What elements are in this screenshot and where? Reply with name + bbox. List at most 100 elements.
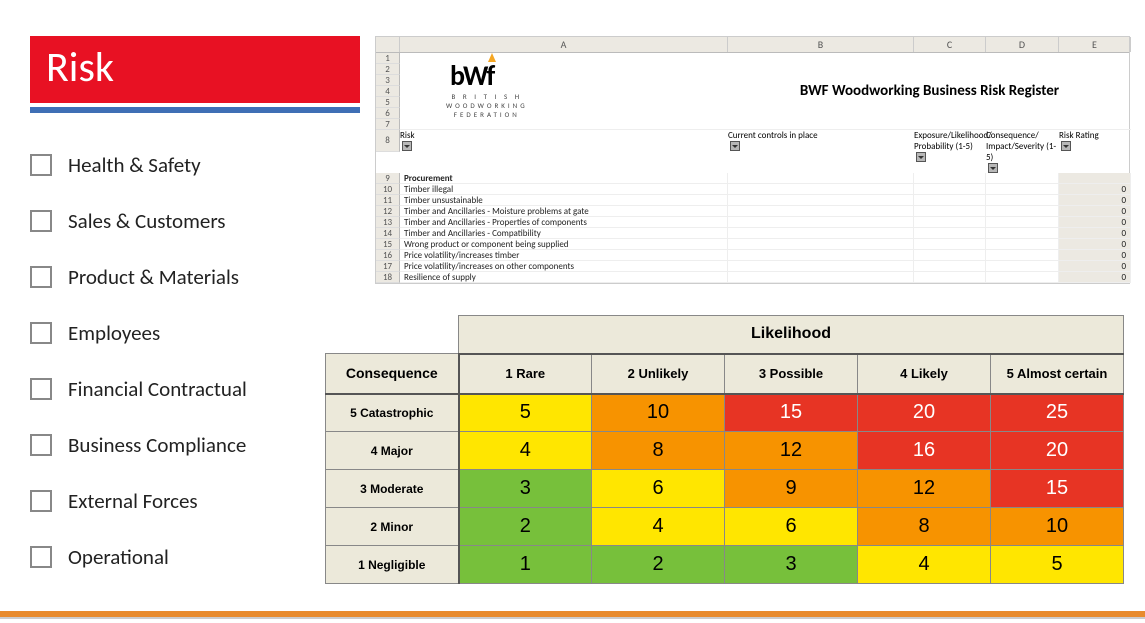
checklist-item[interactable]: Health & Safety bbox=[30, 137, 360, 193]
checklist-item[interactable]: Financial Contractual bbox=[30, 361, 360, 417]
empty-cell bbox=[728, 239, 914, 250]
checklist-label: Employees bbox=[68, 320, 160, 346]
empty-cell bbox=[728, 228, 914, 239]
empty-cell bbox=[986, 184, 1059, 195]
footer-bar bbox=[0, 609, 1145, 619]
checklist: Health & SafetySales & Customers Product … bbox=[30, 137, 360, 585]
checkbox-icon[interactable] bbox=[30, 434, 52, 456]
empty-cell bbox=[728, 195, 914, 206]
empty-cell bbox=[914, 228, 986, 239]
matrix-cell: 3 bbox=[459, 470, 592, 508]
matrix-cell: 6 bbox=[725, 508, 858, 546]
logo-subtext: B R I T I S H WOODWORKING FEDERATION bbox=[446, 93, 528, 119]
filter-icon[interactable] bbox=[916, 152, 926, 162]
checkbox-icon[interactable] bbox=[30, 266, 52, 288]
matrix-cell: 4 bbox=[592, 508, 725, 546]
empty-cell bbox=[728, 184, 914, 195]
col-letter: A bbox=[400, 37, 728, 52]
matrix-cell: 12 bbox=[858, 470, 991, 508]
checklist-label: Business Compliance bbox=[68, 432, 246, 458]
risk-cell: Timber unsustainable bbox=[400, 195, 728, 206]
page-title: Risk bbox=[30, 36, 360, 107]
checkbox-icon[interactable] bbox=[30, 378, 52, 400]
risk-cell: Procurement bbox=[400, 173, 728, 184]
row-number: 16 bbox=[376, 250, 400, 261]
matrix-cell: 25 bbox=[991, 394, 1124, 432]
rating-cell: 0 bbox=[1059, 239, 1131, 250]
rating-cell: 0 bbox=[1059, 250, 1131, 261]
row-number: 4 bbox=[376, 86, 400, 97]
matrix-col-header: 3 Possible bbox=[725, 354, 858, 394]
checklist-item[interactable]: Operational bbox=[30, 529, 360, 585]
matrix-cell: 9 bbox=[725, 470, 858, 508]
col-letter: B bbox=[728, 37, 914, 52]
matrix-cell: 15 bbox=[991, 470, 1124, 508]
checklist-label: Financial Contractual bbox=[68, 376, 247, 402]
sheet-column-letters: A B C D E bbox=[376, 37, 1129, 53]
row-number: 12 bbox=[376, 206, 400, 217]
checklist-label: Product & Materials bbox=[68, 264, 239, 290]
checkbox-icon[interactable] bbox=[30, 546, 52, 568]
matrix-cell: 20 bbox=[858, 394, 991, 432]
column-header-likelihood: Exposure/Likelihood/ Probability (1-5) bbox=[914, 130, 986, 173]
checkbox-icon[interactable] bbox=[30, 154, 52, 176]
row-number: 3 bbox=[376, 75, 400, 86]
matrix-cell: 10 bbox=[592, 394, 725, 432]
checklist-item[interactable]: Product & Materials bbox=[30, 249, 360, 305]
empty-cell bbox=[728, 250, 914, 261]
rating-cell: 0 bbox=[1059, 272, 1131, 283]
col-letter: C bbox=[914, 37, 986, 52]
rating-cell bbox=[1059, 173, 1131, 184]
matrix-col-header: 5 Almost certain bbox=[991, 354, 1124, 394]
matrix-row-header: 2 Minor bbox=[326, 508, 459, 546]
row-number: 2 bbox=[376, 64, 400, 75]
checklist-item[interactable]: Employees bbox=[30, 305, 360, 361]
filter-icon[interactable] bbox=[402, 141, 412, 151]
filter-icon[interactable] bbox=[1061, 141, 1071, 151]
matrix-cell: 15 bbox=[725, 394, 858, 432]
checklist-item[interactable]: Business Compliance bbox=[30, 417, 360, 473]
column-header-controls: Current controls in place bbox=[728, 130, 914, 173]
bwf-logo: bWf B R I T I S H WOODWORKING FEDERATION bbox=[400, 53, 728, 130]
matrix-cell: 1 bbox=[459, 546, 592, 584]
empty-cell bbox=[728, 272, 914, 283]
row-number: 13 bbox=[376, 217, 400, 228]
empty-cell bbox=[986, 217, 1059, 228]
matrix-row-header: 4 Major bbox=[326, 432, 459, 470]
title-underline bbox=[30, 107, 360, 113]
row-number: 5 bbox=[376, 97, 400, 108]
logo-main: bWf bbox=[450, 58, 493, 93]
checkbox-icon[interactable] bbox=[30, 490, 52, 512]
matrix-spacer bbox=[326, 316, 459, 354]
slide: Risk Health & SafetySales & Customers Pro… bbox=[0, 0, 1145, 623]
matrix-row-header: 3 Moderate bbox=[326, 470, 459, 508]
matrix-cell: 6 bbox=[592, 470, 725, 508]
row-number: 14 bbox=[376, 228, 400, 239]
checkbox-icon[interactable] bbox=[30, 210, 52, 232]
checkbox-icon[interactable] bbox=[30, 322, 52, 344]
empty-cell bbox=[986, 239, 1059, 250]
empty-cell bbox=[914, 272, 986, 283]
row-number: 17 bbox=[376, 261, 400, 272]
empty-cell bbox=[986, 272, 1059, 283]
empty-cell bbox=[986, 228, 1059, 239]
matrix-cell: 20 bbox=[991, 432, 1124, 470]
filter-icon[interactable] bbox=[730, 141, 740, 151]
empty-cell bbox=[986, 173, 1059, 184]
row-number: 15 bbox=[376, 239, 400, 250]
risk-cell: Timber and Ancillaries - Properties of c… bbox=[400, 217, 728, 228]
risk-cell: Price volatility/increases on other comp… bbox=[400, 261, 728, 272]
empty-cell bbox=[986, 206, 1059, 217]
checklist-item[interactable]: Sales & Customers bbox=[30, 193, 360, 249]
matrix-cell: 5 bbox=[459, 394, 592, 432]
filter-icon[interactable] bbox=[988, 163, 998, 173]
empty-cell bbox=[728, 173, 914, 184]
matrix-cell: 4 bbox=[459, 432, 592, 470]
empty-cell bbox=[914, 250, 986, 261]
spreadsheet-screenshot: A B C D E 1 bWf B R I T I S H WOODWORKIN… bbox=[375, 36, 1130, 284]
row-number: 18 bbox=[376, 272, 400, 283]
matrix-col-header: 2 Unlikely bbox=[592, 354, 725, 394]
checklist-item[interactable]: External Forces bbox=[30, 473, 360, 529]
matrix-col-header: 1 Rare bbox=[459, 354, 592, 394]
logo-text: bWf bbox=[450, 62, 493, 90]
